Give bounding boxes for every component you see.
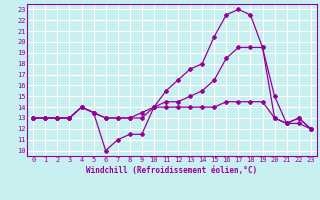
X-axis label: Windchill (Refroidissement éolien,°C): Windchill (Refroidissement éolien,°C) xyxy=(86,166,258,175)
